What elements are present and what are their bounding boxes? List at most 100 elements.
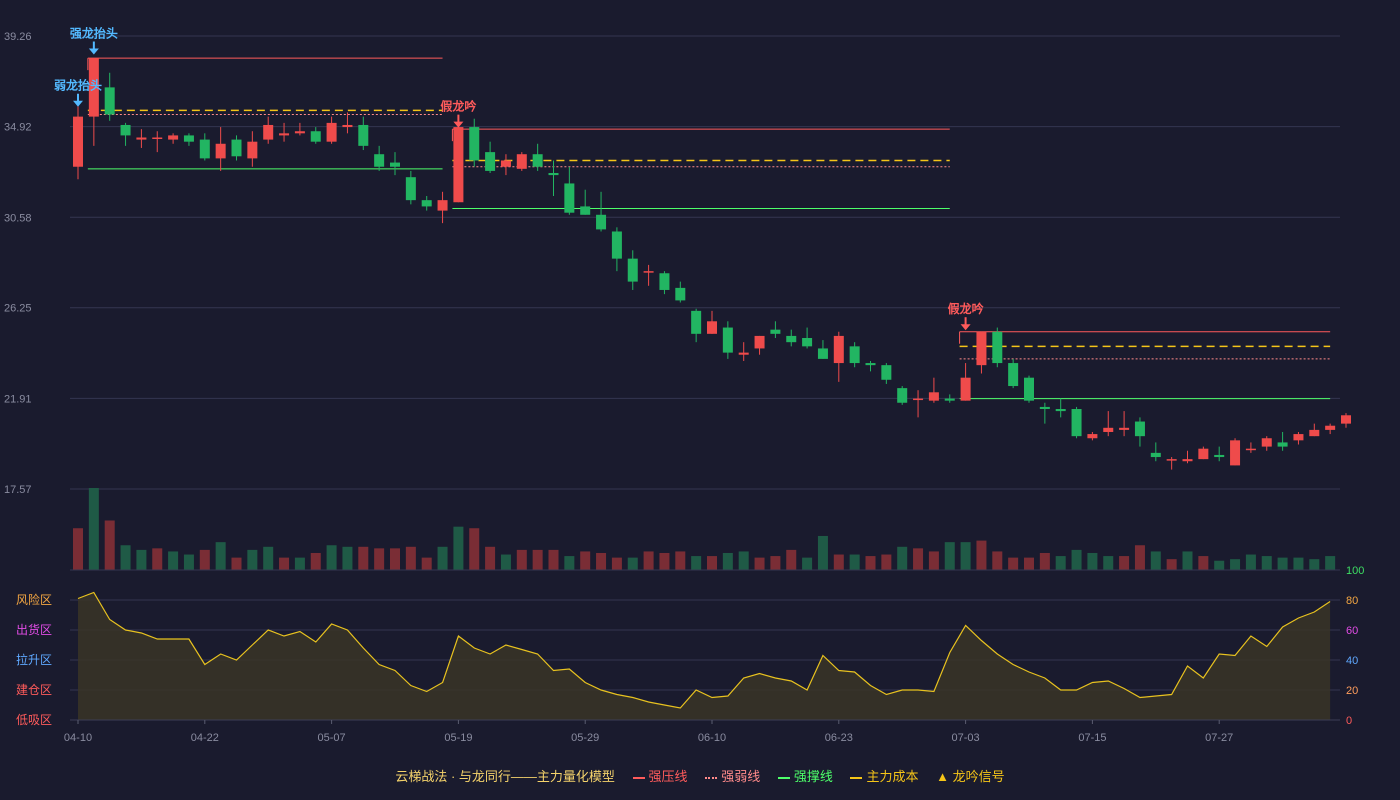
volume-bar [104,520,115,570]
legend-label-signal: 龙吟信号 [952,769,1005,784]
volume-bar [627,557,638,570]
candle-body [326,122,337,142]
signal-label: 强龙抬头 [70,26,118,41]
volume-bar [754,557,765,570]
candle-body [374,154,385,167]
volume-bar [532,549,543,570]
volume-bar [580,551,591,570]
volume-bar [1230,559,1241,570]
legend-item-strong-pressure: 强压线 [632,769,688,784]
volume-bar [247,549,258,570]
volume-bar [817,535,828,570]
candle-body [1166,459,1177,461]
osc-tick-label: 100 [1346,565,1364,577]
candle-body [88,58,99,117]
candle-body [1039,406,1050,410]
candle-body [1293,434,1304,441]
legend-label-main-cost: 主力成本 [866,769,919,784]
x-tick-label: 07-27 [1205,732,1233,744]
volume-bar [342,546,353,570]
volume-bar [881,554,892,570]
volume-bar [1039,552,1050,570]
candle-body [691,310,702,334]
volume-bar [691,556,702,570]
volume-bar [548,549,559,570]
volume-bar [73,528,83,570]
legend-label-strong-pressure: 强压线 [648,769,688,784]
price-tick-label: 34.92 [4,122,32,134]
volume-bar [358,546,369,570]
x-tick-label: 05-07 [318,732,346,744]
candle-body [675,287,686,301]
candle-body [152,137,163,140]
price-tick-label: 17.57 [4,484,32,496]
candle-body [1261,438,1272,447]
volume-bar [1261,556,1272,570]
candle-body [738,352,749,355]
signal-label: 假龙吟 [440,99,476,114]
volume-bar [437,546,448,570]
candle-body [516,154,527,169]
candle-body [1325,425,1336,430]
volume-bar [199,549,210,570]
signal-arrow-head [73,100,83,107]
volume-bar [1309,559,1320,570]
candle-body [960,377,971,401]
candle-body [786,335,797,343]
candle-body [928,392,939,401]
volume-bar [516,549,527,570]
x-tick-label: 05-19 [444,732,472,744]
candle-body [976,331,987,366]
volume-bar [263,546,274,570]
candle-body [168,135,179,140]
signal-label: 弱龙抬头 [54,78,102,93]
volume-bar [88,488,99,570]
volume-bar [1134,545,1145,570]
candle-body [944,398,955,401]
candle-body [865,363,876,366]
candle-body [1198,448,1209,460]
legend-item-strong-support: 强撑线 [777,769,833,784]
candle-body [1055,409,1066,412]
candle-body [279,133,290,136]
x-tick-label: 07-15 [1078,732,1106,744]
candle-body [469,127,480,161]
legend-label-strong-weak: 强弱线 [721,769,761,784]
candle-body [643,271,654,273]
osc-tick-label: 80 [1346,595,1358,607]
volume-bar [231,557,242,570]
legend-item-main-cost: 主力成本 [850,769,918,784]
candle-body [659,273,670,290]
signal-arrow-head [960,324,971,331]
volume-bar [897,546,908,570]
candle-body [913,398,924,401]
volume-bar [215,542,226,570]
candle-body [707,321,717,334]
legend-swatch-strong-pressure [632,776,645,779]
volume-bar [1182,551,1193,570]
candle-body [1024,377,1034,401]
candle-body [405,177,416,201]
osc-zone-label: 出货区 [16,622,52,637]
price-tick-label: 39.26 [4,31,32,43]
volume-bar [913,548,924,570]
candle-body [120,124,131,136]
volume-bar [928,551,939,570]
x-tick-label: 04-10 [64,732,92,744]
volume-bar [596,552,607,570]
volume-bar [1245,554,1256,570]
volume-bar [1008,557,1019,570]
volume-bar [485,546,496,570]
candle-body [1214,454,1225,458]
volume-bar [1277,557,1288,570]
candle-body [564,183,575,213]
candle-body [136,137,147,140]
candle-body [342,124,353,128]
signal-label: 假龙吟 [948,301,984,316]
candle-body [596,214,607,230]
candle-body [1119,427,1130,430]
legend-swatch-main-cost [850,776,863,779]
osc-zone-label: 风险区 [16,592,52,607]
candle-body [627,258,638,282]
